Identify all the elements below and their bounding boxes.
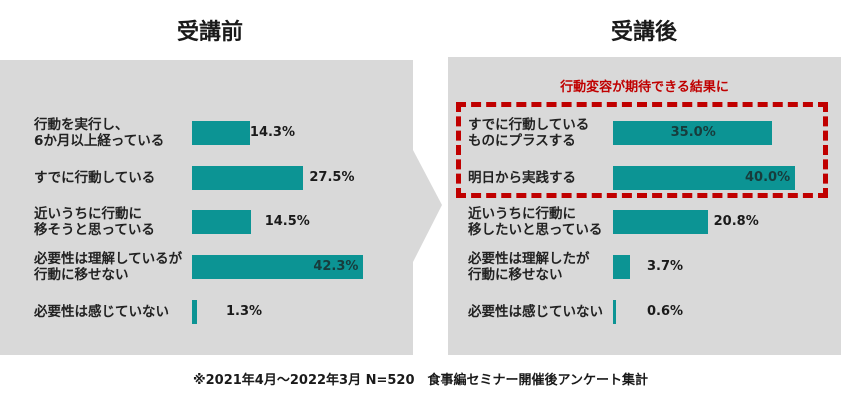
value-label: 35.0% xyxy=(670,125,716,140)
highlight-dashed-box xyxy=(456,102,828,198)
category-label-line: 必要性は感じていない xyxy=(34,304,169,320)
category-label-line: 行動に移せない xyxy=(34,267,129,283)
category-label-line: 移そうと思っている xyxy=(34,222,155,238)
value-label: 1.3% xyxy=(226,304,263,319)
highlight-annotation: 行動変容が期待できる結果に xyxy=(560,80,729,95)
before-title: 受講前 xyxy=(176,20,243,45)
value-label: 3.7% xyxy=(647,259,684,274)
category-label: すでに行動している xyxy=(34,170,155,186)
category-label-line: 移したいと思っている xyxy=(468,222,603,238)
category-label-line: 必要性は理解したが xyxy=(468,251,590,267)
bar xyxy=(613,210,708,234)
category-label-line: 明日から実践する xyxy=(468,170,576,186)
category-label-line: 行動を実行し、 xyxy=(34,117,129,133)
category-label-line: 6か月以上経っている xyxy=(34,133,165,149)
value-label: 0.6% xyxy=(647,304,684,319)
category-label-line: すでに行動している xyxy=(468,117,590,133)
value-label: 40.0% xyxy=(745,170,791,185)
value-label: 42.3% xyxy=(313,259,359,274)
category-label-line: 行動に移せない xyxy=(468,267,563,283)
category-label-line: ものにプラスする xyxy=(468,133,576,149)
category-label: 明日から実践する xyxy=(468,170,576,186)
after-title: 受講後 xyxy=(610,20,677,45)
category-label-line: 近いうちに行動に xyxy=(34,206,142,222)
value-label: 14.3% xyxy=(249,125,296,140)
category-label: 近いうちに行動に 移したいと思っている xyxy=(468,206,602,238)
category-label: 必要性は感じていない xyxy=(468,304,603,320)
category-label-line: 必要性は理解しているが xyxy=(34,251,183,267)
category-label: 必要性は感じていない xyxy=(34,304,169,320)
category-label-line: すでに行動している xyxy=(34,170,156,186)
before-panel-chevron xyxy=(0,60,442,355)
bar xyxy=(613,166,795,190)
footnote: ※2021年4月〜2022年3月 N=520 食事編セミナー開催後アンケート集計 xyxy=(192,373,648,388)
category-label-line: 必要性は感じていない xyxy=(468,304,603,320)
category-label: すでに行動している ものにプラスする xyxy=(468,117,589,149)
category-label: 行動を実行し、 6か月以上経っている xyxy=(34,117,164,149)
bar xyxy=(192,121,250,145)
bar xyxy=(613,300,616,324)
bar xyxy=(192,210,251,234)
bar xyxy=(192,166,304,190)
bar xyxy=(192,255,364,279)
value-label: 27.5% xyxy=(309,170,355,185)
category-label: 必要性は理解したが 行動に移せない xyxy=(468,251,590,283)
category-label: 近いうちに行動に 移そうと思っている xyxy=(34,206,155,238)
bar xyxy=(613,255,630,279)
value-label: 20.8% xyxy=(713,214,759,229)
bar xyxy=(192,300,198,324)
value-label: 14.5% xyxy=(264,214,310,229)
bar xyxy=(613,121,773,145)
category-label-line: 近いうちに行動に xyxy=(468,206,576,222)
category-label: 必要性は理解しているが 行動に移せない xyxy=(34,251,182,283)
